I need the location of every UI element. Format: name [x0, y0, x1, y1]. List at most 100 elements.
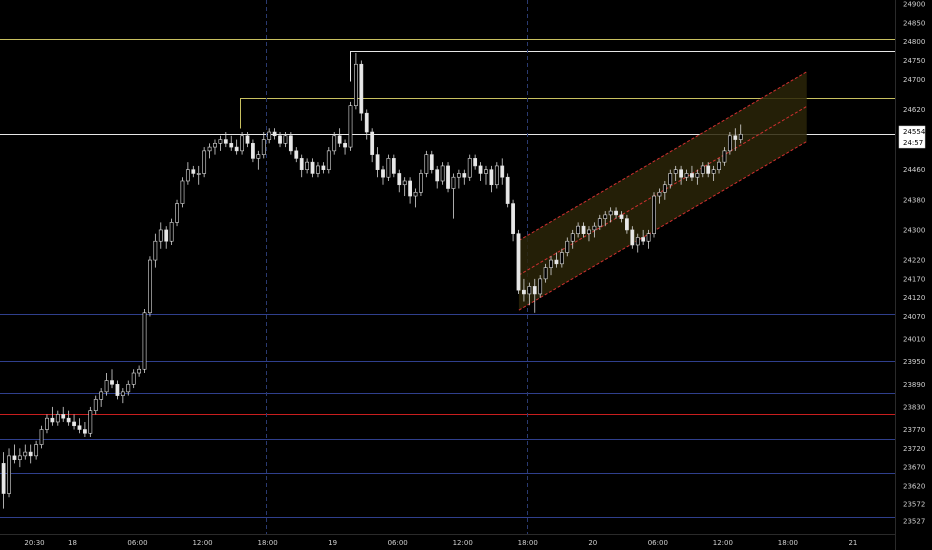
price-tick-label: 23890 [903, 381, 925, 389]
time-tick-label: 20 [588, 539, 597, 547]
candle-body [662, 184, 667, 193]
candle-body [294, 150, 299, 159]
candle-body [511, 203, 515, 234]
candle-body [429, 154, 434, 170]
candle-body [543, 267, 548, 280]
price-tick-label: 23830 [903, 403, 925, 411]
candle-body [652, 195, 656, 234]
candle-body [711, 169, 716, 174]
candle-body [440, 165, 445, 182]
last-price-box [898, 125, 926, 149]
candle-body [375, 154, 380, 170]
candle-body [522, 289, 526, 295]
candle-body [381, 169, 385, 178]
candle-body [12, 455, 17, 460]
price-tick-label: 23950 [903, 358, 925, 366]
candle-body [559, 252, 564, 265]
price-tick-label: 24380 [903, 196, 925, 204]
time-tick-label: 18:00 [518, 539, 538, 547]
price-axis[interactable]: 2490024850248002475024700246202454024460… [903, 1, 925, 526]
time-tick-label: 12:00 [453, 539, 473, 547]
price-tick-label: 24070 [903, 313, 925, 321]
candle-body [717, 161, 721, 170]
candle-body [104, 380, 109, 393]
candle-body [256, 154, 261, 159]
horizontal-levels [0, 39, 895, 518]
candle-body [386, 158, 391, 178]
candle-body [23, 451, 28, 457]
candle-body [202, 150, 207, 174]
time-tick-label: 06:00 [388, 539, 408, 547]
candle-body [592, 225, 597, 231]
candle-body [554, 259, 559, 265]
candle-body [402, 180, 407, 186]
price-tick-label: 24900 [903, 1, 925, 9]
candle-body [305, 161, 310, 170]
candle-body [180, 180, 185, 204]
candle-body [240, 135, 244, 152]
price-tick-label: 24460 [903, 166, 925, 174]
candle-body [261, 139, 266, 155]
candle-body [337, 135, 342, 144]
candle-body [110, 380, 114, 385]
candle-body [695, 173, 700, 178]
candle-body [93, 399, 98, 411]
candle-body [158, 229, 163, 242]
candle-body [218, 139, 223, 144]
candle-body [565, 240, 570, 253]
candle-body [39, 429, 44, 445]
candle-body [213, 143, 217, 148]
time-tick-label: 06:00 [648, 539, 668, 547]
candle-body [17, 455, 22, 460]
price-tick-label: 24300 [903, 226, 925, 234]
candle-body [55, 414, 60, 423]
candle-body [267, 131, 272, 140]
channel-lower-line [518, 141, 807, 311]
price-tick-label: 24800 [903, 38, 925, 46]
candle-body [706, 165, 711, 174]
candle-body [690, 173, 694, 178]
candle-body [61, 414, 66, 419]
candle-body [229, 143, 234, 148]
candle-body [489, 169, 494, 186]
candle-body [684, 173, 689, 178]
candle-body [131, 372, 136, 385]
candle-body [332, 135, 337, 152]
candle-body [115, 384, 120, 396]
price-tick-label: 23527 [903, 518, 925, 526]
price-tick-label: 24620 [903, 106, 925, 114]
candle-body [148, 259, 152, 314]
candle-body [196, 173, 201, 175]
candle-body [597, 218, 602, 227]
candle-body [668, 173, 673, 186]
candle-body [245, 135, 250, 144]
candle-body [516, 233, 521, 291]
price-tick-label: 24700 [903, 76, 925, 84]
candle-body [456, 173, 461, 178]
candle-body [83, 429, 87, 434]
candle-body [646, 233, 651, 242]
candle-body [99, 391, 104, 400]
candle-body [278, 135, 282, 144]
time-tick-label: 18:00 [778, 539, 798, 547]
candle-body [370, 131, 375, 155]
candle-body [288, 135, 293, 152]
candle-body [473, 158, 478, 167]
candle-body [494, 165, 499, 186]
candle-body [142, 312, 147, 370]
candle-body [164, 229, 169, 242]
candle-body [283, 135, 288, 144]
candle-body [413, 191, 418, 197]
candle-body [137, 368, 142, 374]
candle-body [391, 158, 396, 174]
candle-body [348, 105, 353, 148]
candle-body [641, 237, 646, 242]
candle-body [505, 176, 510, 204]
time-axis[interactable]: 20:30 18 06:00 12:00 18:00 19 06:00 12:00 18:00 2… [24, 539, 857, 547]
candle-body [88, 410, 93, 434]
candle-body [608, 210, 613, 216]
candle-body [175, 203, 179, 223]
time-tick-label: 18 [68, 539, 77, 547]
candle-body [581, 225, 586, 234]
